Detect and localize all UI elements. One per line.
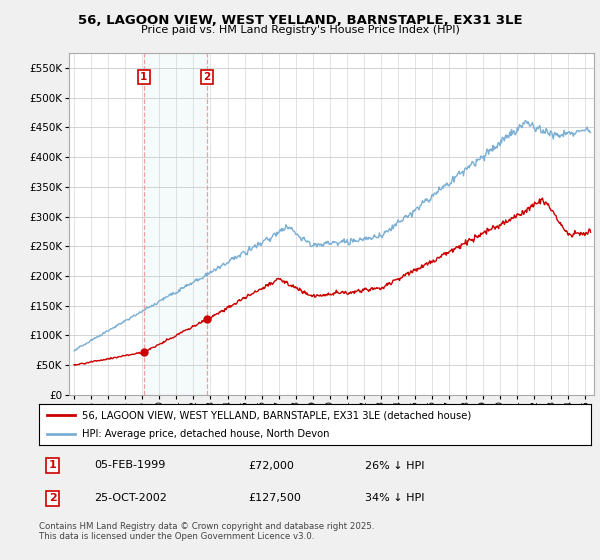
Text: 25-OCT-2002: 25-OCT-2002 xyxy=(94,493,167,503)
Text: 2: 2 xyxy=(203,72,211,82)
Text: 1: 1 xyxy=(49,460,56,470)
Text: 34% ↓ HPI: 34% ↓ HPI xyxy=(365,493,424,503)
Text: 05-FEB-1999: 05-FEB-1999 xyxy=(94,460,166,470)
Text: 1: 1 xyxy=(140,72,148,82)
Text: Contains HM Land Registry data © Crown copyright and database right 2025.
This d: Contains HM Land Registry data © Crown c… xyxy=(39,522,374,542)
Text: £127,500: £127,500 xyxy=(249,493,302,503)
Text: 56, LAGOON VIEW, WEST YELLAND, BARNSTAPLE, EX31 3LE (detached house): 56, LAGOON VIEW, WEST YELLAND, BARNSTAPL… xyxy=(82,410,472,421)
Bar xyxy=(144,53,207,395)
Text: 26% ↓ HPI: 26% ↓ HPI xyxy=(365,460,424,470)
Text: Price paid vs. HM Land Registry's House Price Index (HPI): Price paid vs. HM Land Registry's House … xyxy=(140,25,460,35)
Text: HPI: Average price, detached house, North Devon: HPI: Average price, detached house, Nort… xyxy=(82,429,329,439)
Text: 56, LAGOON VIEW, WEST YELLAND, BARNSTAPLE, EX31 3LE: 56, LAGOON VIEW, WEST YELLAND, BARNSTAPL… xyxy=(77,14,523,27)
Text: 2: 2 xyxy=(49,493,56,503)
Text: £72,000: £72,000 xyxy=(249,460,295,470)
